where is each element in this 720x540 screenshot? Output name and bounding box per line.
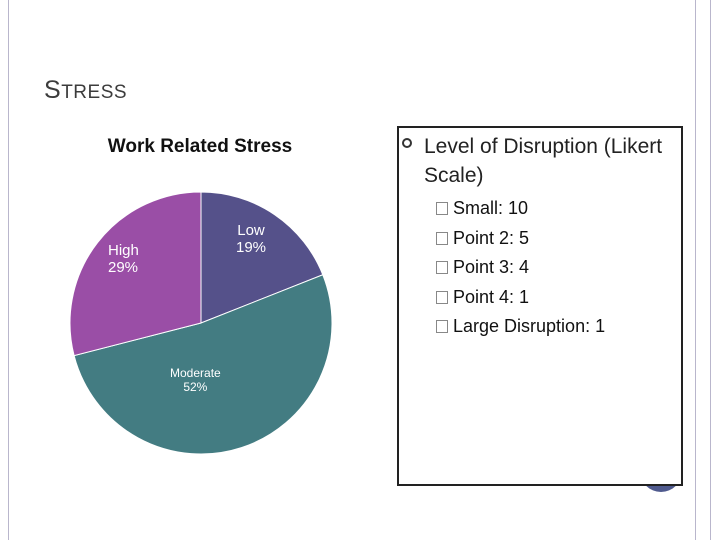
pie-slice-low <box>200 191 324 324</box>
sub-bullet-item: Small: 10 <box>436 194 605 224</box>
checkbox-square-icon <box>436 320 448 333</box>
text-box <box>397 126 683 486</box>
slice-label-high: High 29% <box>108 242 139 276</box>
checkbox-square-icon <box>436 261 448 274</box>
slice-label-moderate-name: Moderate <box>170 366 221 380</box>
sub-bullet-text: Point 4: 1 <box>453 286 530 307</box>
slice-label-moderate-pct: 52% <box>183 380 208 394</box>
pie-slice-moderate <box>73 274 333 455</box>
chart-title: Work Related Stress <box>107 136 293 157</box>
slice-label-moderate: Moderate 52% <box>170 366 221 394</box>
sub-bullet-item: Point 4: 1 <box>436 283 605 313</box>
main-bullet-text: Level of Disruption (Likert Scale) <box>424 135 663 187</box>
slice-label-low-name: Low <box>237 222 265 239</box>
slice-label-low: Low 19% <box>236 222 266 256</box>
checkbox-square-icon <box>436 231 448 245</box>
sub-bullet-text: Small: 10 <box>453 198 529 218</box>
right-border-rule-1 <box>695 0 696 540</box>
checkbox-square-icon <box>436 202 448 215</box>
slice-label-high-name: High <box>108 242 139 259</box>
slide-title-rest: TRESS <box>61 82 128 103</box>
circle-bullet-icon <box>402 138 412 148</box>
left-border-rule <box>8 0 9 540</box>
slice-label-high-pct: 29% <box>108 259 139 276</box>
sub-bullet-text: Large Disruption: 1 <box>453 316 606 336</box>
sub-bullet-list: Small: 10 Point 2: 5 Point 3: 4 Point 4:… <box>436 194 605 342</box>
sub-bullet-item: Point 2: 5 <box>436 224 605 254</box>
slide-title: STRESS <box>44 76 127 105</box>
right-border-rule-2 <box>710 0 711 540</box>
slide-title-cap: S <box>44 76 62 104</box>
pie-slice-high <box>69 191 202 357</box>
sub-bullet-item: Point 3: 4 <box>436 253 605 283</box>
slice-label-low-pct: 19% <box>236 239 267 256</box>
sub-bullet-text: Point 2: 5 <box>453 227 530 248</box>
sub-bullet-item: Large Disruption: 1 <box>436 312 605 342</box>
checkbox-square-icon <box>436 290 448 304</box>
sub-bullet-text: Point 3: 4 <box>453 257 530 277</box>
